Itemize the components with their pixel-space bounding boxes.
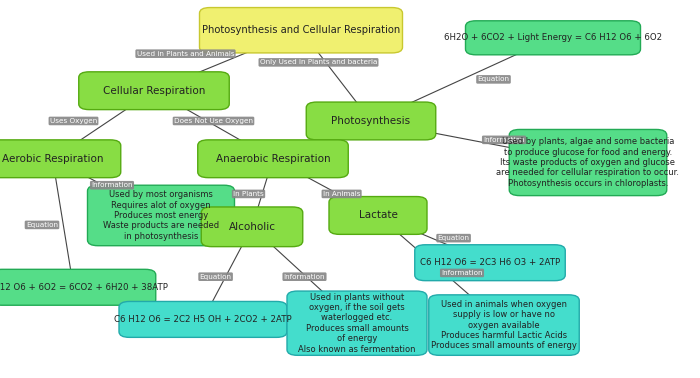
FancyBboxPatch shape xyxy=(78,72,230,110)
Text: C6 H12 O6 = 2C2 H5 OH + 2CO2 + 2ATP: C6 H12 O6 = 2C2 H5 OH + 2CO2 + 2ATP xyxy=(114,315,292,324)
FancyBboxPatch shape xyxy=(202,207,302,246)
FancyBboxPatch shape xyxy=(0,269,155,305)
Text: Used by plants, algae and some bacteria
to produce glucose for food and energy.
: Used by plants, algae and some bacteria … xyxy=(496,137,680,188)
FancyBboxPatch shape xyxy=(88,185,234,246)
Text: Only Used in Plants and bacteria: Only Used in Plants and bacteria xyxy=(260,59,377,65)
Text: Uses Oxygen: Uses Oxygen xyxy=(50,118,97,124)
Text: Used by most organisms
Requires alot of oxygen
Produces most energy
Waste produc: Used by most organisms Requires alot of … xyxy=(103,190,219,241)
Text: Information: Information xyxy=(284,274,326,280)
FancyBboxPatch shape xyxy=(119,302,287,338)
FancyBboxPatch shape xyxy=(466,21,640,55)
FancyBboxPatch shape xyxy=(0,140,120,178)
FancyBboxPatch shape xyxy=(509,129,666,196)
Text: Photosynthesis: Photosynthesis xyxy=(331,116,411,126)
Text: Lactate: Lactate xyxy=(358,211,398,220)
Text: In Plants: In Plants xyxy=(233,191,264,197)
Text: Aerobic Respiration: Aerobic Respiration xyxy=(1,154,104,164)
Text: C6 H12 O6 = 2C3 H6 O3 + 2ATP: C6 H12 O6 = 2C3 H6 O3 + 2ATP xyxy=(420,258,560,267)
Text: Photosynthesis and Cellular Respiration: Photosynthesis and Cellular Respiration xyxy=(202,25,400,35)
FancyBboxPatch shape xyxy=(287,291,427,355)
Text: Equation: Equation xyxy=(199,274,232,280)
Text: Equation: Equation xyxy=(438,235,470,241)
FancyBboxPatch shape xyxy=(414,245,565,280)
FancyBboxPatch shape xyxy=(329,197,427,234)
Text: Used in animals when oxygen
supply is low or have no
oxygen available
Produces h: Used in animals when oxygen supply is lo… xyxy=(431,300,577,350)
Text: Anaerobic Respiration: Anaerobic Respiration xyxy=(216,154,330,164)
Text: Information: Information xyxy=(91,182,133,188)
Text: Equation: Equation xyxy=(26,222,58,228)
Text: Alcoholic: Alcoholic xyxy=(228,222,276,232)
Text: C6 H12 O6 + 6O2 = 6CO2 + 6H20 + 38ATP: C6 H12 O6 + 6O2 = 6CO2 + 6H20 + 38ATP xyxy=(0,283,168,292)
Text: 6H2O + 6CO2 + Light Energy = C6 H12 O6 + 6O2: 6H2O + 6CO2 + Light Energy = C6 H12 O6 +… xyxy=(444,33,662,42)
Text: Cellular Respiration: Cellular Respiration xyxy=(103,86,205,96)
Text: Information: Information xyxy=(483,137,525,143)
FancyBboxPatch shape xyxy=(199,8,402,53)
Text: Information: Information xyxy=(441,270,483,276)
Text: In Animals: In Animals xyxy=(323,191,360,197)
FancyBboxPatch shape xyxy=(428,295,579,355)
FancyBboxPatch shape xyxy=(197,140,348,178)
FancyBboxPatch shape xyxy=(307,102,435,140)
Text: Does Not Use Oxygen: Does Not Use Oxygen xyxy=(174,118,253,124)
Text: Used in plants without
oxygen, if the soil gets
waterlogged etc.
Produces small : Used in plants without oxygen, if the so… xyxy=(298,293,416,354)
Text: Equation: Equation xyxy=(477,76,510,82)
Text: Used in Plants and Animals: Used in Plants and Animals xyxy=(136,51,234,57)
